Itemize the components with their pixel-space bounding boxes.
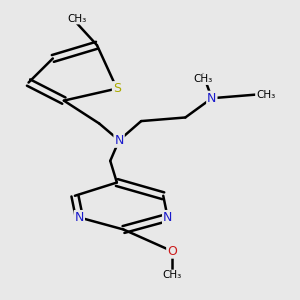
Text: N: N [163,211,172,224]
Text: CH₃: CH₃ [163,271,182,281]
Text: N: N [207,92,217,105]
Text: N: N [75,211,84,224]
Text: CH₃: CH₃ [256,90,275,100]
Text: S: S [113,82,121,95]
Text: CH₃: CH₃ [194,74,213,84]
Text: CH₃: CH₃ [68,14,87,23]
Text: O: O [167,245,177,258]
Text: N: N [114,134,124,147]
